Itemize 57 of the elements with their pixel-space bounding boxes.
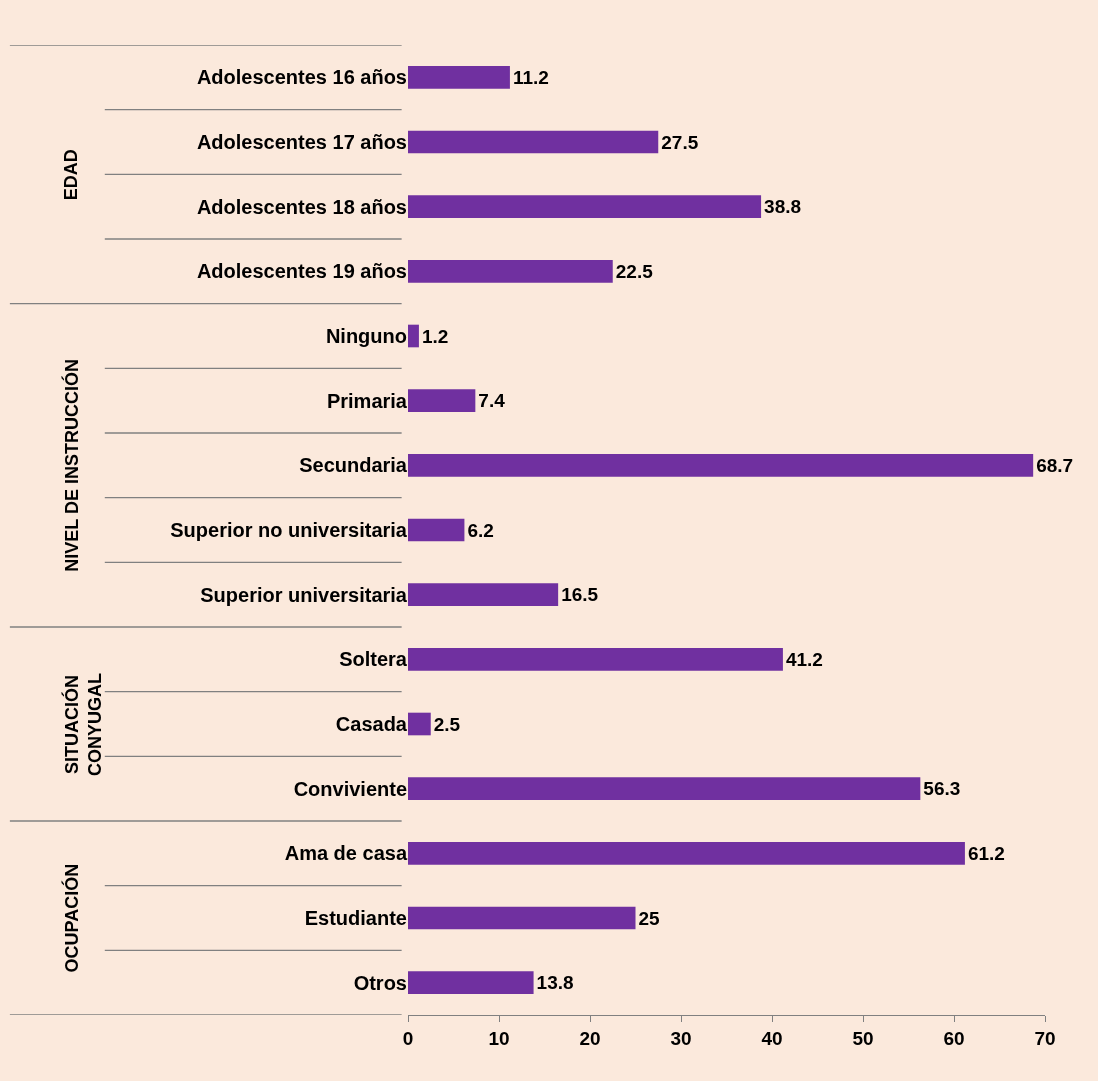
x-tick-label: 10 xyxy=(488,1027,510,1049)
bar xyxy=(408,712,431,736)
text: SITUACIÓN CONYUGAL xyxy=(60,672,106,776)
bar xyxy=(408,777,921,800)
data-label: 38.8 xyxy=(764,196,802,218)
y-tick-label: Soltera xyxy=(339,648,408,671)
data-label: 1.2 xyxy=(421,325,449,347)
y-tick-label: Secundaria xyxy=(299,454,408,477)
bar xyxy=(408,454,1034,477)
text: NIVEL DE INSTRUCCIÓN xyxy=(61,359,83,572)
data-label: 7.4 xyxy=(478,390,506,412)
data-label: 11.2 xyxy=(512,66,549,88)
x-tick-label: 60 xyxy=(943,1027,965,1049)
x-tick-label: 30 xyxy=(670,1027,692,1049)
bar xyxy=(408,648,783,671)
data-label: 27.5 xyxy=(661,131,699,153)
data-label: 56.3 xyxy=(923,778,961,800)
y-tick-label: Adolescentes 17 años xyxy=(196,131,407,153)
x-tick-label: 50 xyxy=(852,1027,874,1049)
y-tick-label: Estudiante xyxy=(304,907,407,929)
x-tick-label: 20 xyxy=(579,1027,601,1049)
bar xyxy=(408,195,762,218)
y-tick-label: Casada xyxy=(335,713,408,735)
bar xyxy=(408,389,476,412)
x-tick-label: 0 xyxy=(402,1027,414,1049)
data-label: 25 xyxy=(638,907,661,929)
y-tick-label: Primaria xyxy=(326,389,408,412)
y-tick-label: Superior no universitaria xyxy=(170,519,408,541)
y-tick-label: Adolescentes 18 años xyxy=(196,195,407,218)
data-label: 13.8 xyxy=(536,972,574,994)
y-tick-label: Adolescentes 16 años xyxy=(196,66,407,89)
data-label: 68.7 xyxy=(1036,454,1074,476)
bar xyxy=(408,260,613,283)
text: EDAD xyxy=(60,149,81,201)
bar xyxy=(408,324,419,348)
x-tick-label: 40 xyxy=(761,1027,783,1049)
data-label: 22.5 xyxy=(615,260,654,282)
bar xyxy=(408,130,659,154)
data-label: 61.2 xyxy=(967,842,1005,864)
data-label: 41.2 xyxy=(785,648,823,670)
y-tick-label: Otros xyxy=(353,971,407,994)
bar xyxy=(408,518,465,542)
bar xyxy=(408,842,965,865)
bar xyxy=(408,583,559,606)
data-label: 6.2 xyxy=(467,519,494,541)
data-label: 2.5 xyxy=(433,713,461,735)
bar xyxy=(408,66,510,89)
x-tick-label: 70 xyxy=(1034,1027,1056,1049)
bar xyxy=(408,906,636,930)
y-tick-label: Conviviente xyxy=(293,777,407,800)
y-tick-label: Ninguno xyxy=(325,325,407,347)
y-tick-label: Superior universitaria xyxy=(200,583,408,606)
y-tick-label: Ama de casa xyxy=(284,842,408,865)
bar xyxy=(408,971,534,994)
y-tick-label: Adolescentes 19 años xyxy=(196,260,407,283)
data-label: 16.5 xyxy=(561,584,599,606)
text: OCUPACIÓN xyxy=(61,863,83,973)
